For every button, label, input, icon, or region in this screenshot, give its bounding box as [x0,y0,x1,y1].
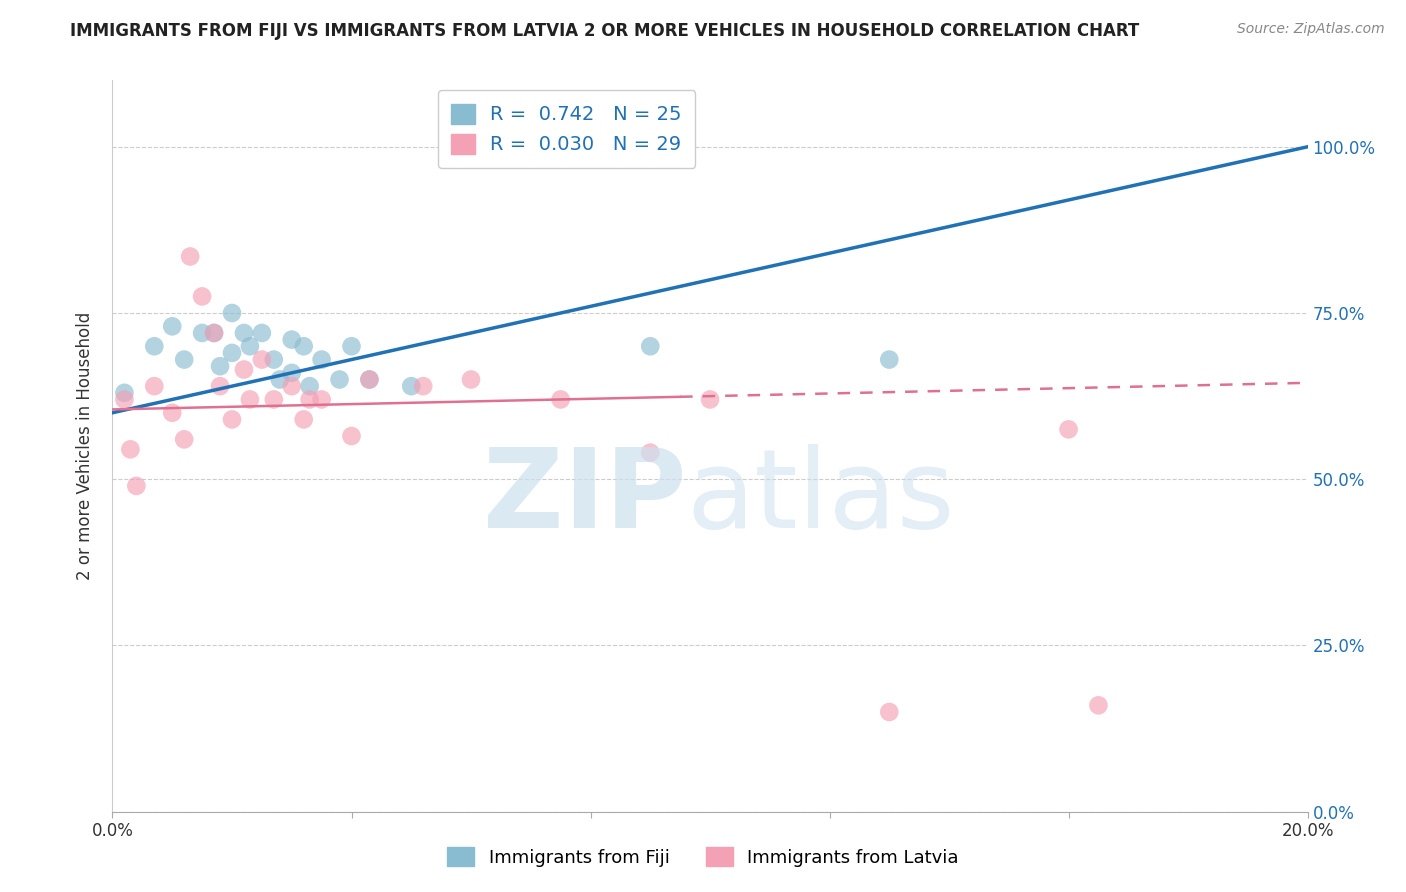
Point [191,326,214,340]
Point [1087,698,1109,713]
Point [550,392,572,407]
Point [640,445,662,459]
Point [202,326,225,340]
Point [221,306,243,320]
Point [640,339,662,353]
Point [173,433,195,447]
Point [292,339,315,353]
Text: atlas: atlas [686,443,955,550]
Point [250,352,273,367]
Point [239,339,262,353]
Point [1057,422,1080,436]
Point [412,379,434,393]
Point [114,385,135,400]
Point [281,379,304,393]
Point [202,326,225,340]
Point [699,392,721,407]
Point [292,412,315,426]
Point [209,379,232,393]
Text: IMMIGRANTS FROM FIJI VS IMMIGRANTS FROM LATVIA 2 OR MORE VEHICLES IN HOUSEHOLD C: IMMIGRANTS FROM FIJI VS IMMIGRANTS FROM … [70,22,1139,40]
Point [233,362,256,376]
Point [233,326,256,340]
Point [209,359,232,374]
Point [263,352,285,367]
Point [281,333,304,347]
Point [173,352,195,367]
Point [340,339,363,353]
Point [879,705,901,719]
Point [359,372,381,386]
Point [263,392,285,407]
Y-axis label: 2 or more Vehicles in Household: 2 or more Vehicles in Household [76,312,94,580]
Point [311,352,333,367]
Point [311,392,333,407]
Point [879,352,901,367]
Point [298,392,321,407]
Point [401,379,423,393]
Point [191,289,214,303]
Point [281,366,304,380]
Point [120,442,142,457]
Legend: Immigrants from Fiji, Immigrants from Latvia: Immigrants from Fiji, Immigrants from La… [440,840,966,874]
Point [239,392,262,407]
Point [125,479,148,493]
Point [162,406,183,420]
Point [359,372,381,386]
Legend: R =  0.742   N = 25, R =  0.030   N = 29: R = 0.742 N = 25, R = 0.030 N = 29 [437,90,696,168]
Point [340,429,363,443]
Point [269,372,291,386]
Point [329,372,352,386]
Point [114,392,135,407]
Point [460,372,482,386]
Point [250,326,273,340]
Point [179,250,201,264]
Point [221,346,243,360]
Point [143,379,166,393]
Point [143,339,166,353]
Text: ZIP: ZIP [482,443,686,550]
Text: Source: ZipAtlas.com: Source: ZipAtlas.com [1237,22,1385,37]
Point [221,412,243,426]
Point [298,379,321,393]
Point [162,319,183,334]
